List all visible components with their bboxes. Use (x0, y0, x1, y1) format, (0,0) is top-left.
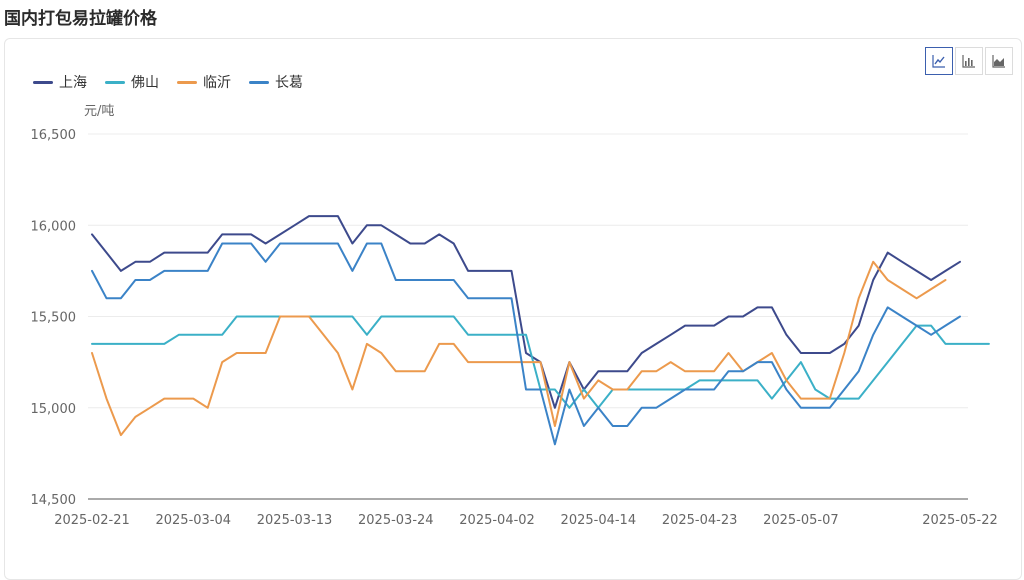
x-tick-label: 2025-05-07 (763, 513, 839, 528)
y-tick-label: 14,500 (31, 493, 77, 508)
legend-line-icon (249, 80, 269, 84)
x-tick-label: 2025-02-21 (54, 513, 130, 528)
bar-chart-button[interactable] (955, 47, 983, 75)
page-title: 国内打包易拉罐价格 (4, 9, 157, 29)
chart-type-toolbar (925, 47, 1013, 75)
legend-item[interactable]: 佛山 (105, 72, 159, 92)
legend-label: 长葛 (275, 75, 303, 91)
legend-label: 佛山 (131, 75, 159, 91)
area-chart-icon (992, 55, 1005, 68)
legend-line-icon (33, 80, 53, 84)
bar-chart-icon (962, 55, 975, 68)
legend-item[interactable]: 上海 (33, 72, 87, 92)
x-tick-label: 2025-03-04 (155, 513, 231, 528)
series-line-4[interactable] (91, 242, 961, 446)
y-tick-label: 15,500 (31, 311, 77, 326)
y-tick-label: 15,000 (31, 402, 77, 417)
legend-label: 上海 (59, 75, 87, 91)
legend-line-icon (177, 80, 197, 84)
area-chart-button[interactable] (985, 47, 1013, 75)
y-tick-label: 16,000 (31, 219, 77, 234)
y-tick-label: 16,500 (31, 128, 77, 143)
legend-item[interactable]: 长葛 (249, 72, 303, 92)
x-tick-label: 2025-04-14 (561, 513, 637, 528)
x-tick-label: 2025-04-02 (459, 513, 535, 528)
y-axis-label: 元/吨 (84, 104, 114, 119)
series-line-1[interactable] (91, 215, 961, 409)
chart-legend: 上海 佛山 临沂 长葛 (33, 72, 303, 92)
legend-item[interactable]: 临沂 (177, 72, 231, 92)
line-chart-button[interactable] (925, 47, 953, 75)
x-tick-label: 2025-03-24 (358, 513, 434, 528)
x-tick-label: 2025-03-13 (257, 513, 333, 528)
legend-line-icon (105, 80, 125, 84)
series-line-3[interactable] (91, 260, 947, 437)
legend-label: 临沂 (203, 75, 231, 91)
x-tick-label: 2025-04-23 (662, 513, 738, 528)
line-chart: 元/吨 14,500 15,000 15,500 16,000 16,500 2025-… (31, 104, 998, 528)
line-chart-icon (932, 55, 945, 68)
x-tick-label: 2025-05-22 (922, 513, 998, 528)
